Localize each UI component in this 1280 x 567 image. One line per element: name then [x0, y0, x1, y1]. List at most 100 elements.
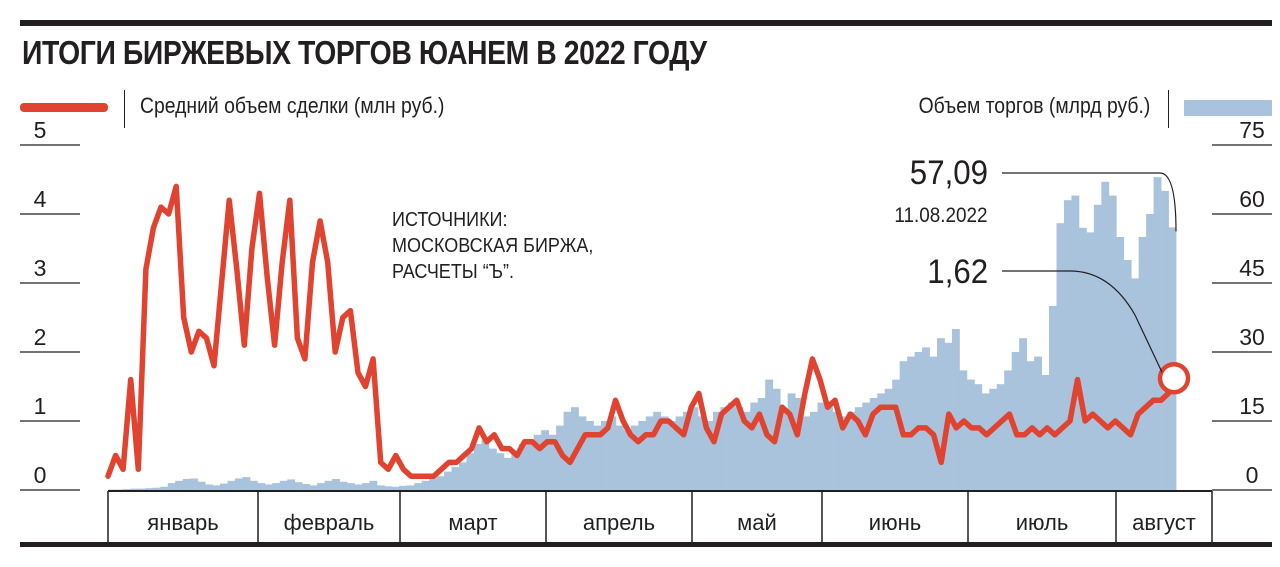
bottom-rule	[20, 542, 1272, 547]
volume-bar	[324, 480, 333, 490]
volume-bar	[854, 407, 863, 490]
volume-bar	[518, 444, 527, 490]
volume-bar	[287, 479, 296, 490]
volume-bar	[272, 483, 281, 490]
volume-bar	[839, 416, 848, 490]
volume-bar	[421, 480, 430, 490]
volume-bar	[824, 407, 833, 490]
volume-bar	[735, 407, 744, 490]
volume-bar	[257, 483, 266, 490]
volume-bar	[376, 485, 385, 490]
volume-bar	[1026, 361, 1035, 490]
volume-bar	[668, 421, 677, 490]
volume-bar	[675, 416, 684, 490]
month-label: июль	[1016, 510, 1069, 535]
volume-bar	[922, 347, 930, 490]
right-axis-tick-label: 15	[1239, 393, 1265, 419]
volume-bar	[1138, 237, 1147, 490]
month-label: январь	[147, 510, 218, 535]
volume-bar	[1168, 227, 1177, 490]
volume-bar	[698, 416, 706, 490]
volume-bar	[406, 485, 415, 490]
volume-bar	[802, 416, 811, 490]
volume-bar	[466, 453, 475, 490]
volume-bar	[212, 485, 221, 490]
avg-deal-line	[105, 183, 1179, 479]
volume-bar	[197, 481, 206, 490]
right-axis-tick-label: 0	[1246, 462, 1259, 488]
volume-bar	[1034, 356, 1042, 490]
volume-bar	[600, 421, 609, 490]
volume-bar	[369, 480, 378, 490]
volume-bar	[279, 480, 288, 490]
volume-bar	[227, 480, 236, 490]
volume-bar	[787, 393, 796, 490]
volume-bar	[959, 370, 968, 490]
volume-bar	[391, 486, 400, 490]
volume-bar	[929, 356, 938, 490]
left-axis-tick-label: 4	[34, 186, 47, 212]
volume-bar	[1078, 227, 1087, 491]
volume-bar	[645, 416, 654, 490]
volume-bar	[160, 486, 169, 490]
volume-bar	[720, 407, 729, 490]
volume-bar	[473, 444, 482, 490]
legend-divider-right	[1168, 90, 1169, 128]
volume-bar	[832, 411, 841, 490]
volume-bar	[122, 489, 131, 490]
top-rule	[20, 20, 1272, 26]
volume-bar	[130, 488, 139, 490]
volume-bar	[795, 398, 803, 490]
volume-bar	[1123, 260, 1132, 490]
volume-bar	[496, 453, 505, 490]
volume-bar	[541, 430, 550, 490]
chart-title: ИТОГИ БИРЖЕВЫХ ТОРГОВ ЮАНЕМ В 2022 ГОДУ	[22, 34, 707, 71]
month-label: июнь	[869, 510, 921, 535]
volume-bar	[234, 478, 243, 490]
volume-bar	[1153, 177, 1162, 490]
right-axis-tick-label: 45	[1239, 255, 1265, 281]
volume-bar	[578, 416, 587, 490]
volume-bar	[488, 448, 497, 490]
volume-bar	[361, 483, 370, 490]
volume-bar	[914, 352, 923, 490]
volume-bar	[877, 393, 886, 490]
volume-bar	[712, 411, 721, 490]
volume-bar	[145, 488, 154, 490]
volume-bar	[242, 477, 251, 490]
volume-bar	[817, 402, 826, 490]
volume-bar	[309, 485, 318, 490]
volume-bar	[1108, 195, 1117, 490]
volume-bar	[332, 478, 340, 490]
volume-bar	[1019, 338, 1028, 490]
month-label: май	[737, 510, 777, 535]
volume-bar	[623, 430, 632, 490]
volume-bar	[1063, 200, 1072, 490]
volume-bar	[869, 398, 878, 490]
volume-bar	[907, 356, 915, 490]
right-axis-tick-label: 30	[1239, 324, 1265, 350]
volume-bar	[1086, 232, 1095, 490]
volume-bar	[354, 484, 363, 490]
volume-bar	[1049, 306, 1057, 490]
volume-bar	[974, 384, 983, 490]
volume-bar	[526, 439, 535, 490]
volume-bar	[638, 421, 647, 490]
left-axis-tick-label: 5	[34, 117, 47, 143]
volume-bar	[585, 421, 594, 490]
legend-line-swatch	[20, 103, 108, 112]
volume-bar	[615, 425, 624, 490]
volume-bar	[459, 462, 467, 490]
volume-bar	[137, 488, 146, 490]
volume-bar	[1116, 237, 1125, 490]
callout-volume-value: 57,09	[909, 154, 988, 192]
volume-bar	[205, 484, 213, 490]
volume-bar	[436, 476, 445, 490]
volume-bar	[981, 393, 990, 490]
volume-bar	[884, 388, 893, 490]
volume-bar	[339, 481, 348, 490]
volume-bar	[951, 329, 960, 490]
volume-bar	[451, 467, 460, 490]
right-axis-tick-label: 60	[1239, 186, 1265, 212]
volume-bar	[317, 483, 325, 490]
